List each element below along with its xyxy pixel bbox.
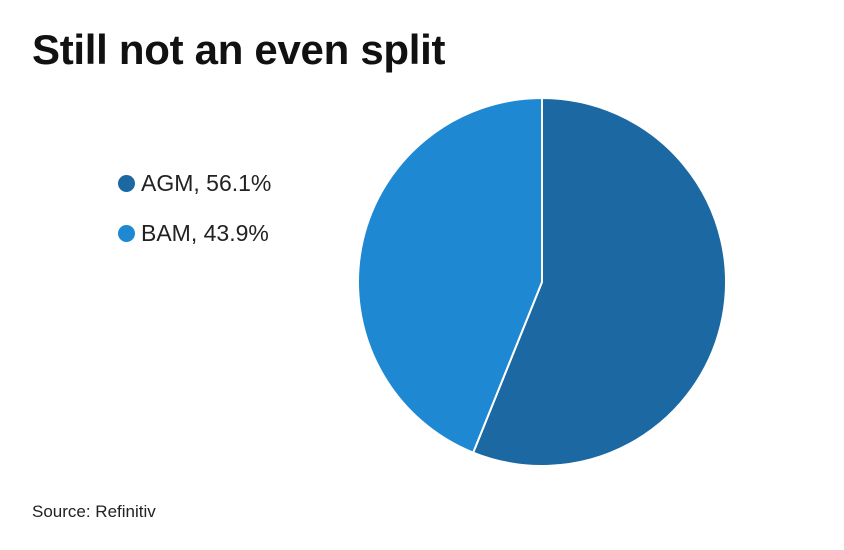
chart-legend: AGM, 56.1% BAM, 43.9% (118, 158, 271, 258)
pie-slice-bam (357, 97, 543, 454)
pie-slices (357, 97, 727, 467)
pie-slice-agm (472, 97, 727, 467)
legend-item-bam: BAM, 43.9% (118, 208, 271, 258)
chart-title: Still not an even split (32, 26, 446, 73)
source-note: Source: Refinitiv (32, 502, 156, 521)
legend-label-bam: BAM, 43.9% (141, 219, 269, 246)
legend-label-agm: AGM, 56.1% (141, 169, 272, 196)
legend-swatch-agm (118, 174, 135, 192)
pie-chart (357, 97, 727, 467)
legend-item-agm: AGM, 56.1% (118, 158, 271, 208)
legend-swatch-bam (118, 224, 135, 242)
